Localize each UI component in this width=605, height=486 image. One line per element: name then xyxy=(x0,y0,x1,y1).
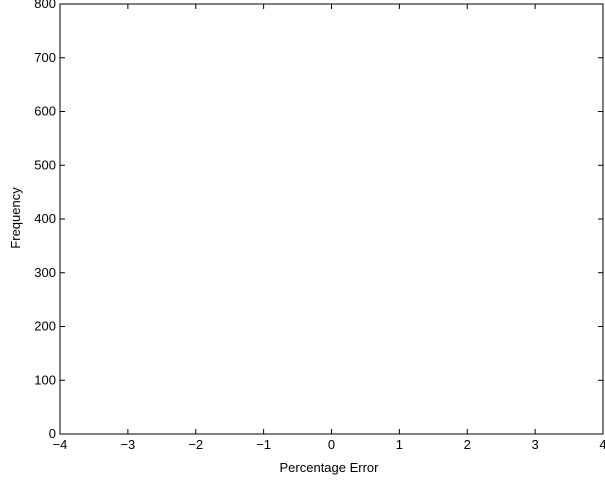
y-tick-label: 0 xyxy=(49,426,56,441)
x-tick-label: −3 xyxy=(120,437,135,452)
x-tick-label: 1 xyxy=(396,437,403,452)
x-tick-label: 4 xyxy=(599,437,605,452)
y-tick-label: 700 xyxy=(34,50,56,65)
x-axis-label: Percentage Error xyxy=(280,460,380,475)
y-tick-label: 100 xyxy=(34,372,56,387)
x-tick-label: 3 xyxy=(532,437,539,452)
y-tick-label: 200 xyxy=(34,319,56,334)
x-tick-label: −2 xyxy=(188,437,203,452)
x-tick-label: 2 xyxy=(464,437,471,452)
axes-layer: −4 −3 −2 −1 0 1 2 3 4 0 100 200 300 400 500 600 700 800 xyxy=(34,0,605,452)
y-axis-label: Frequency xyxy=(8,187,23,249)
y-tick-label: 400 xyxy=(34,211,56,226)
x-tick-label: −4 xyxy=(53,437,68,452)
plot-frame xyxy=(59,3,604,435)
y-tick-label: 500 xyxy=(34,157,56,172)
y-tick-label: 300 xyxy=(34,265,56,280)
x-tick-label: 0 xyxy=(328,437,335,452)
y-tick-label: 600 xyxy=(34,104,56,119)
x-tick-label: −1 xyxy=(256,437,271,452)
y-tick-label: 800 xyxy=(34,0,56,11)
